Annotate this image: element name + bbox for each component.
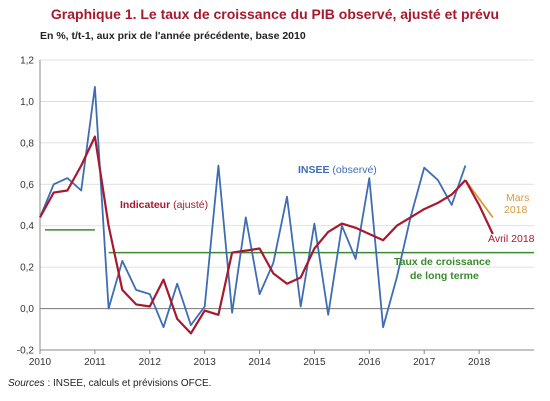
y-tick-label: 0,0 <box>20 304 34 315</box>
annotation-insee-prefix: INSEE <box>298 164 330 176</box>
gridlines <box>40 59 534 351</box>
source-text: : INSEE, calculs et prévisions OFCE. <box>44 378 212 389</box>
axes <box>39 60 534 351</box>
x-tick-label: 2010 <box>29 357 52 368</box>
chart-title: Graphique 1. Le taux de croissance du PI… <box>50 6 500 22</box>
annotation-insee: INSEE (observé) <box>298 164 377 176</box>
annotation-insee-suffix: (observé) <box>330 164 377 176</box>
annotation-indicateur-suffix: (ajusté) <box>170 199 208 211</box>
annotation-mars-line2: 2018 <box>504 204 528 216</box>
x-tick-label: 2012 <box>139 357 162 368</box>
indicateur-adjusted-line <box>39 135 467 335</box>
annotation-mars-line1: Mars <box>506 192 529 204</box>
x-tick-label: 2018 <box>468 357 491 368</box>
annotation-avril: Avril 2018 <box>488 233 535 245</box>
x-tick-label: 2013 <box>194 357 217 368</box>
series-lines <box>39 86 494 335</box>
x-tick-label: 2014 <box>248 357 271 368</box>
y-tick-label: 0,6 <box>20 180 34 191</box>
x-tick-label: 2011 <box>84 357 106 368</box>
y-tick-label: 0,8 <box>20 138 34 149</box>
x-tick-labels: 2010 2011 2012 2013 2014 2015 2016 2017 2018 <box>29 350 491 368</box>
forecast-avril-2018-line <box>464 179 494 235</box>
x-tick-label: 2016 <box>358 357 381 368</box>
y-tick-label: 0,4 <box>20 221 34 232</box>
insee-observed-line <box>39 86 467 329</box>
annotation-long-terme-line2: de long terme <box>410 270 479 282</box>
annotation-indicateur: Indicateur (ajusté) <box>120 199 208 211</box>
annotation-long-terme-line1: Taux de croissance <box>394 256 491 268</box>
source-note: Sources : INSEE, calculs et prévisions O… <box>8 378 211 389</box>
y-tick-label: 1,2 <box>20 56 34 67</box>
x-tick-label: 2017 <box>413 357 436 368</box>
y-tick-labels: 1,2 1,0 0,8 0,6 0,4 0,2 0,0 -0,2 <box>17 56 35 357</box>
y-tick-label: -0,2 <box>17 346 35 357</box>
annotation-indicateur-prefix: Indicateur <box>120 199 170 211</box>
source-label: Sources <box>8 378 45 389</box>
x-tick-label: 2015 <box>303 357 326 368</box>
reference-lines <box>45 229 534 254</box>
y-tick-label: 0,2 <box>20 263 34 274</box>
y-tick-label: 1,0 <box>20 97 34 108</box>
chart-subtitle: En %, t/t-1, aux prix de l'année précéde… <box>40 30 306 42</box>
